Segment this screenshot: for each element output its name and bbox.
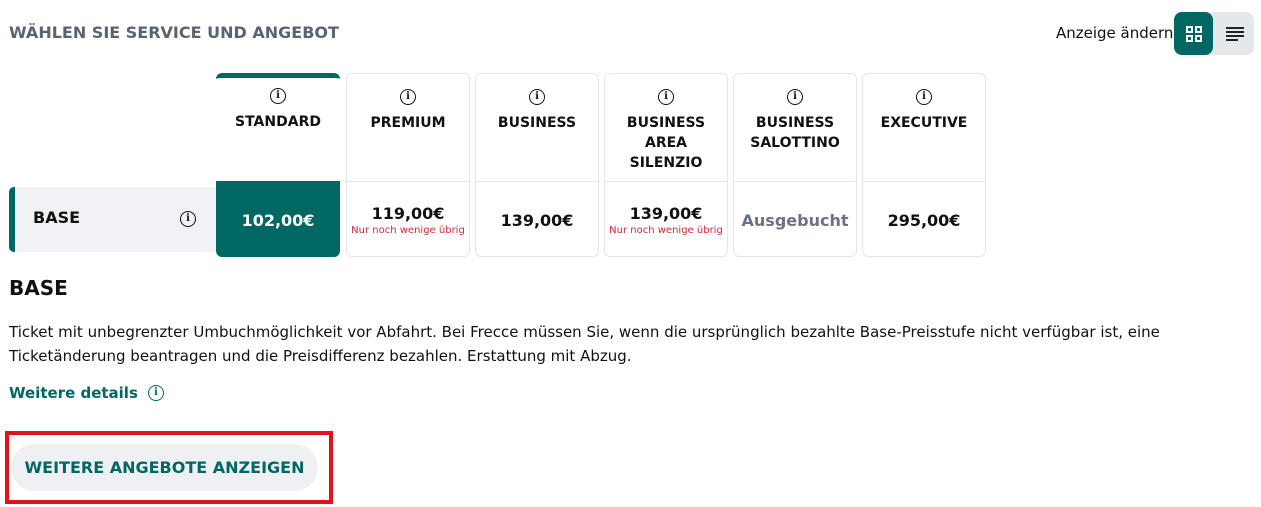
service-header: i PREMIUM — [347, 74, 469, 182]
price: 139,00€ — [629, 204, 703, 223]
price: 295,00€ — [887, 210, 961, 230]
availability-warning: Nur noch wenige übrig — [609, 225, 723, 236]
grid-icon — [1185, 25, 1202, 42]
service-name: BUSINESS AREA SILENZIO — [626, 115, 706, 171]
price: Ausgebucht — [741, 210, 849, 230]
list-icon — [1225, 26, 1244, 41]
price-cell[interactable]: 119,00€ Nur noch wenige übrig — [347, 182, 469, 256]
info-icon[interactable]: i — [180, 211, 196, 227]
availability-warning: Nur noch wenige übrig — [351, 225, 465, 236]
price: 102,00€ — [241, 211, 315, 230]
service-name: BUSINESS — [497, 115, 577, 131]
info-icon[interactable]: i — [270, 88, 286, 104]
fare-row-label: BASE — [33, 208, 81, 227]
page-title: WÄHLEN SIE SERVICE UND ANGEBOT — [9, 23, 339, 42]
price: 119,00€ — [371, 204, 445, 223]
view-toggle-label: Anzeige ändern — [1056, 24, 1174, 42]
service-name: BUSINESS SALOTTINO — [750, 115, 840, 151]
service-header: i BUSINESS — [476, 74, 598, 182]
list-view-button[interactable] — [1215, 12, 1254, 55]
fare-description: Ticket mit unbegrenzter Umbuchmöglichkei… — [9, 323, 1160, 365]
service-header: i EXECUTIVE — [863, 74, 985, 182]
price-cell[interactable]: 102,00€ — [216, 181, 340, 257]
service-header: i BUSINESS AREA SILENZIO — [605, 74, 727, 182]
more-offers-button[interactable]: WEITERE ANGEBOTE ANZEIGEN — [11, 444, 318, 491]
info-icon: i — [147, 385, 164, 401]
service-column-executive[interactable]: i EXECUTIVE 295,00€ — [862, 73, 986, 257]
price-cell[interactable]: 139,00€ — [476, 182, 598, 256]
fare-detail-title: BASE — [9, 276, 68, 300]
service-name: PREMIUM — [370, 115, 446, 131]
service-column-business-area-silenzio[interactable]: i BUSINESS AREA SILENZIO 139,00€ Nur noch … — [604, 73, 728, 257]
price: 139,00€ — [500, 210, 574, 230]
service-name: STANDARD — [235, 114, 321, 130]
service-column-premium[interactable]: i PREMIUM 119,00€ Nur noch wenige übrig — [346, 73, 470, 257]
info-icon[interactable]: i — [658, 89, 674, 105]
info-icon[interactable]: i — [787, 89, 803, 105]
info-icon[interactable]: i — [400, 89, 416, 105]
info-icon[interactable]: i — [916, 89, 932, 105]
price-cell[interactable]: 295,00€ — [863, 182, 985, 256]
view-toggle — [1174, 12, 1254, 55]
fare-row-base[interactable]: BASE i — [9, 187, 216, 252]
service-column-standard[interactable]: i STANDARD 102,00€ — [216, 73, 340, 257]
price-cell[interactable]: Ausgebucht — [734, 182, 856, 256]
more-details-link[interactable]: Weitere details i — [9, 384, 164, 402]
more-details-label: Weitere details — [9, 384, 138, 402]
service-column-business[interactable]: i BUSINESS 139,00€ — [475, 73, 599, 257]
info-icon[interactable]: i — [529, 89, 545, 105]
service-column-business-salottino[interactable]: i BUSINESS SALOTTINO Ausgebucht — [733, 73, 857, 257]
service-header: i STANDARD — [216, 78, 340, 181]
service-name: EXECUTIVE — [880, 115, 968, 131]
service-header: i BUSINESS SALOTTINO — [734, 74, 856, 182]
grid-view-button[interactable] — [1174, 12, 1213, 55]
price-cell[interactable]: 139,00€ Nur noch wenige übrig — [605, 182, 727, 256]
